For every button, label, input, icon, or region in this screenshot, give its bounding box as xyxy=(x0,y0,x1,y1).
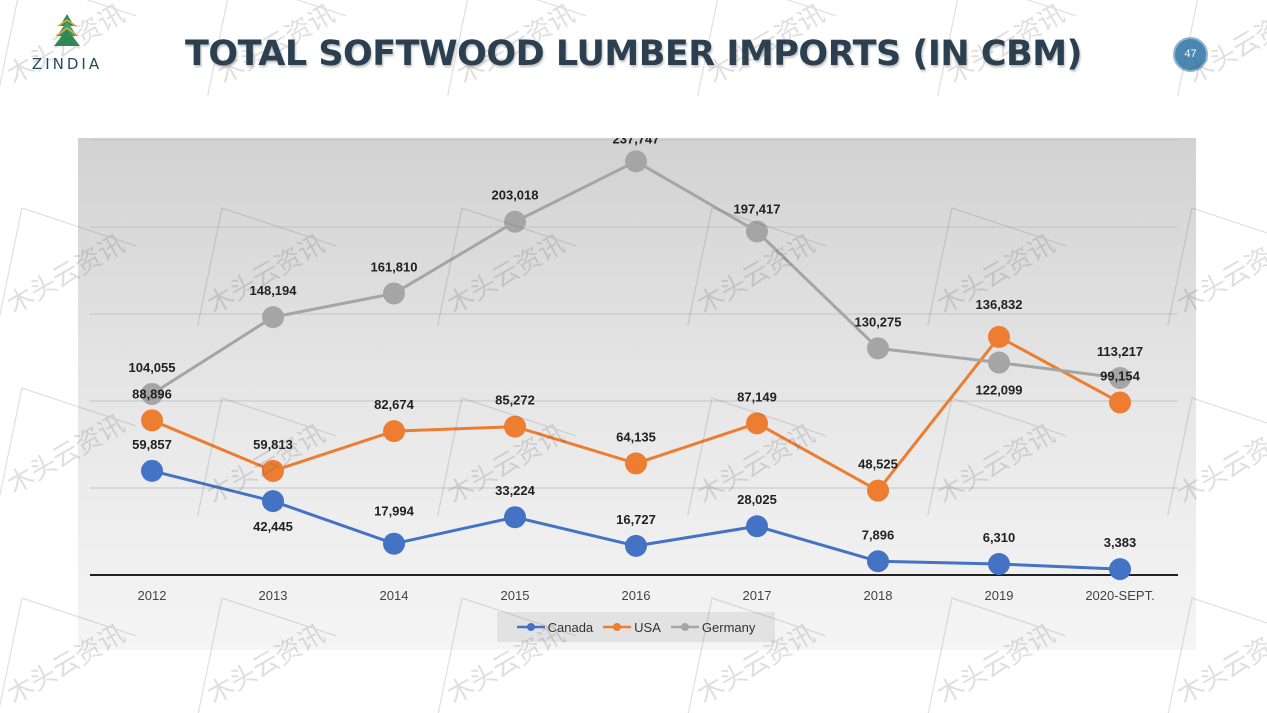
x-tick-label-6: 2018 xyxy=(864,588,893,603)
data-label-germany-8: 113,217 xyxy=(1097,344,1143,359)
point-usa-0 xyxy=(141,409,163,432)
legend-canada-label: Canada xyxy=(547,619,594,635)
point-usa-8 xyxy=(1109,391,1131,414)
point-germany-2 xyxy=(383,282,405,305)
data-label-usa-8: 99,154 xyxy=(1100,368,1141,383)
data-label-germany-3: 203,018 xyxy=(492,188,539,203)
legend-canada: Canada xyxy=(516,619,594,635)
point-germany-5 xyxy=(746,220,768,243)
data-label-germany-5: 197,417 xyxy=(734,201,781,216)
point-canada-2 xyxy=(383,532,405,555)
data-label-canada-3: 33,224 xyxy=(495,483,536,498)
point-canada-5 xyxy=(746,515,768,538)
data-label-canada-1: 42,445 xyxy=(253,519,293,534)
chart-panel: 2012 2013 2014 2015 2016 2017 2018 2019 2020-SEP… xyxy=(78,138,1196,650)
data-label-usa-5: 87,149 xyxy=(737,389,777,404)
data-label-usa-3: 85,272 xyxy=(495,393,535,408)
x-tick-label-8: 2020-SEPT. xyxy=(1085,588,1154,603)
legend-usa-label: USA xyxy=(634,619,661,635)
point-canada-4 xyxy=(625,534,647,557)
point-usa-7 xyxy=(988,325,1010,348)
point-usa-3 xyxy=(504,415,526,438)
x-tick-label-2: 2014 xyxy=(380,588,409,603)
data-label-germany-0: 104,055 xyxy=(129,360,176,375)
point-canada-0 xyxy=(141,459,163,482)
point-germany-6 xyxy=(867,337,889,360)
line-chart: 2012 2013 2014 2015 2016 2017 2018 2019 2020-SEP… xyxy=(90,138,1178,603)
point-canada-1 xyxy=(262,490,284,513)
data-label-canada-0: 59,857 xyxy=(132,437,172,452)
x-tick-label-5: 2017 xyxy=(743,588,772,603)
page-title: TOTAL SOFTWOOD LUMBER IMPORTS (IN CBM) xyxy=(184,34,1083,74)
data-label-germany-1: 148,194 xyxy=(250,283,298,298)
data-label-germany-2: 161,810 xyxy=(371,259,418,274)
data-label-canada-2: 17,994 xyxy=(374,504,415,519)
point-usa-4 xyxy=(625,452,647,475)
point-usa-2 xyxy=(383,420,405,443)
legend-usa-marker xyxy=(603,623,632,631)
chart-legend: Canada USA Germany xyxy=(497,612,775,642)
data-label-usa-1: 59,813 xyxy=(253,437,293,452)
data-label-germany-6: 130,275 xyxy=(855,314,902,329)
point-germany-8 xyxy=(1109,367,1131,390)
data-label-germany-4: 237,747 xyxy=(613,138,660,146)
page-number-badge: 47 xyxy=(1173,37,1208,72)
data-label-canada-8: 3,383 xyxy=(1104,535,1137,550)
legend-usa: USA xyxy=(603,620,661,635)
point-germany-0 xyxy=(141,382,163,405)
point-canada-8 xyxy=(1109,558,1131,581)
x-tick-label-3: 2015 xyxy=(501,588,530,603)
data-label-canada-5: 28,025 xyxy=(737,492,777,507)
data-label-usa-4: 64,135 xyxy=(616,429,656,444)
point-germany-1 xyxy=(262,306,284,329)
point-canada-3 xyxy=(504,506,526,529)
point-usa-5 xyxy=(746,412,768,435)
tree-icon xyxy=(54,14,80,46)
zindia-logo: ZINDIA xyxy=(22,12,112,73)
data-label-usa-2: 82,674 xyxy=(374,397,415,412)
point-usa-1 xyxy=(262,459,284,482)
point-germany-3 xyxy=(504,210,526,233)
data-label-canada-4: 16,727 xyxy=(616,512,656,527)
point-germany-4 xyxy=(625,150,647,173)
data-label-usa-6: 48,525 xyxy=(858,457,898,472)
x-tick-label-1: 2013 xyxy=(259,588,288,603)
x-tick-label-4: 2016 xyxy=(622,588,651,603)
point-germany-7 xyxy=(988,351,1010,374)
logo-text: ZINDIA xyxy=(31,55,103,73)
data-label-usa-7: 136,832 xyxy=(976,297,1023,312)
data-label-canada-6: 7,896 xyxy=(862,527,895,542)
x-tick-label-7: 2019 xyxy=(985,588,1014,603)
series-line-germany xyxy=(151,159,1121,396)
legend-germany-marker xyxy=(670,623,699,631)
data-label-canada-7: 6,310 xyxy=(983,530,1016,545)
point-canada-6 xyxy=(867,550,889,573)
legend-canada-marker xyxy=(516,623,545,631)
data-label-germany-7: 122,099 xyxy=(976,383,1023,398)
legend-germany-label: Germany xyxy=(701,619,756,635)
legend-germany: Germany xyxy=(670,619,756,635)
point-usa-6 xyxy=(867,479,889,502)
x-tick-label-0: 2012 xyxy=(138,588,167,603)
point-canada-7 xyxy=(988,553,1010,576)
data-label-usa-0: 88,896 xyxy=(132,386,172,401)
